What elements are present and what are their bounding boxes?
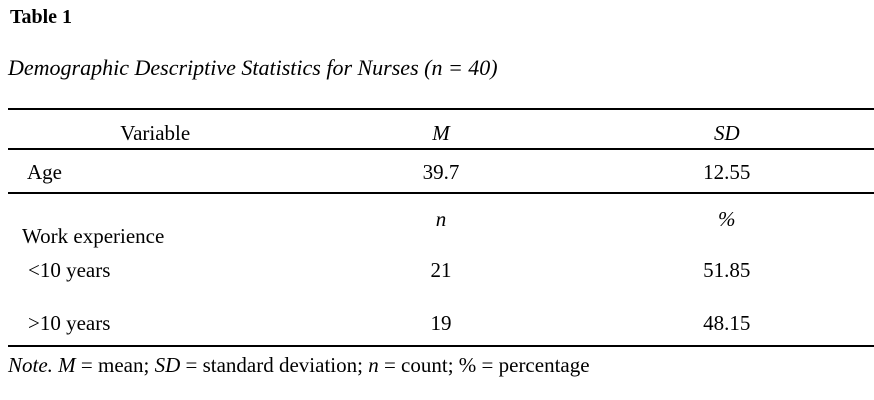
age-m-value: 39.7 xyxy=(422,160,460,184)
demographics-table: Variable M SD Age 39.7 12.55 Work experi… xyxy=(8,108,874,347)
col-header-m: M xyxy=(432,121,450,145)
subheader-percent: % xyxy=(718,207,736,231)
table-note: Note. M = mean; SD = standard deviation;… xyxy=(8,353,590,377)
lt10-percent-value: 51.85 xyxy=(703,258,751,282)
gt10-n-value: 19 xyxy=(430,311,452,335)
lt10-n-value: 21 xyxy=(430,258,452,282)
row-label-age: Age xyxy=(27,160,62,184)
row-label-work-experience: Work experience xyxy=(22,224,165,248)
table-row-greater-than-10-years: >10 years 19 48.15 xyxy=(8,298,874,346)
row-label-less-than-10-years: <10 years xyxy=(28,258,111,282)
age-sd-value: 12.55 xyxy=(703,160,751,184)
row-label-greater-than-10-years: >10 years xyxy=(28,311,111,335)
table-row-less-than-10-years: <10 years 21 51.85 xyxy=(8,251,874,298)
table-row-work-experience: Work experience n % xyxy=(8,193,874,251)
subheader-n: n xyxy=(435,207,447,231)
table-header-row: Variable M SD xyxy=(8,109,874,149)
document-page: Table 1 Demographic Descriptive Statisti… xyxy=(8,6,874,377)
table-row-age: Age 39.7 12.55 xyxy=(8,149,874,193)
col-header-sd: SD xyxy=(713,121,740,145)
table-label: Table 1 xyxy=(10,6,73,28)
col-header-variable: Variable xyxy=(120,121,191,145)
gt10-percent-value: 48.15 xyxy=(703,311,751,335)
table-title: Demographic Descriptive Statistics for N… xyxy=(8,55,498,80)
